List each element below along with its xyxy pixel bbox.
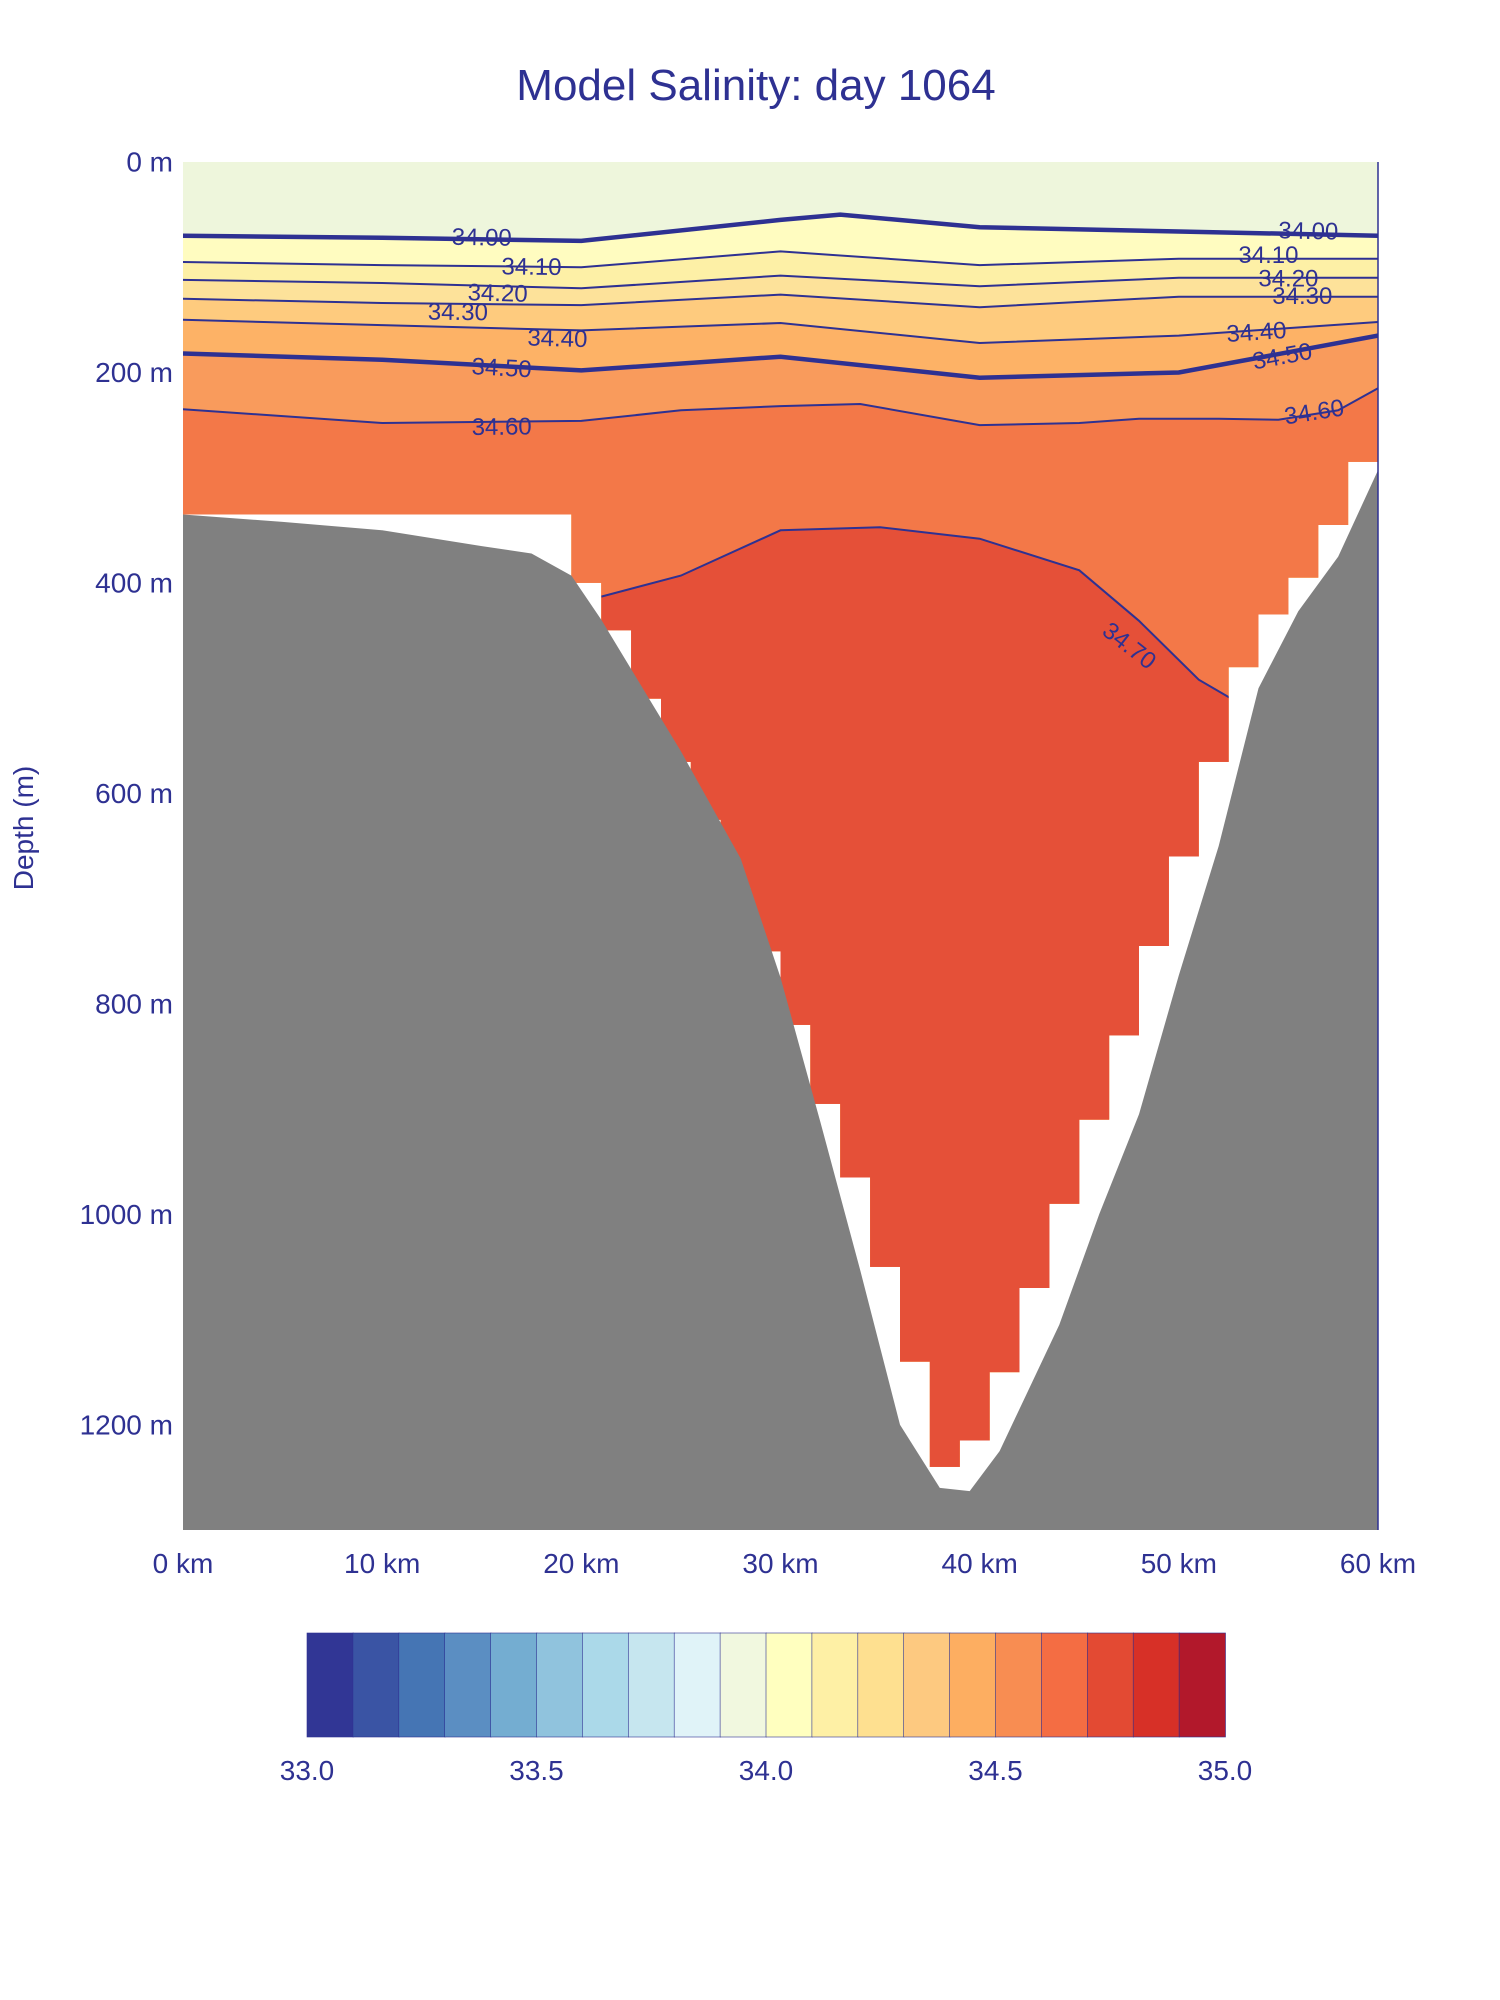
contour-line: [183, 274, 1378, 290]
chart-title: Model Salinity: day 1064: [516, 61, 995, 110]
x-tick-label: 30 km: [742, 1548, 818, 1579]
colorbar-swatch: [765, 1632, 813, 1738]
seabed: [183, 470, 1378, 1530]
y-tick-label: 1200 m: [80, 1409, 173, 1440]
colorbar-swatch: [352, 1632, 400, 1738]
colorbar-swatch: [627, 1632, 675, 1738]
colorbar-tick-label: 33.5: [509, 1755, 564, 1786]
contour-line: [183, 333, 1378, 380]
contour-line: [183, 318, 1378, 345]
contour-label: 34.10: [1238, 242, 1298, 269]
y-tick-label: 0 m: [126, 147, 173, 178]
colorbar-swatch: [1041, 1632, 1089, 1738]
colorbar-swatch: [949, 1632, 997, 1738]
contour-label: 34.10: [501, 253, 561, 281]
contour-label: 34.20: [467, 279, 528, 308]
contour-label: 34.50: [471, 353, 532, 383]
colorbar-swatch: [903, 1632, 951, 1738]
contour-label: 34.40: [1226, 317, 1288, 348]
x-tick-label: 0 km: [153, 1548, 214, 1579]
contour-line: [183, 387, 1378, 427]
contour-label: 34.00: [1278, 217, 1339, 245]
y-tick-label: 600 m: [95, 778, 173, 809]
colorbar-swatch: [1132, 1632, 1180, 1738]
colorbar-swatch: [673, 1632, 721, 1738]
contour-label: 34.30: [1272, 283, 1332, 310]
contour-label: 34.20: [1258, 265, 1318, 292]
x-axis-ticks: 0 km 10 km 20 km 30 km 40 km 50 km 60 km: [153, 1548, 1416, 1579]
colorbar-tick-label: 34.5: [968, 1755, 1023, 1786]
colorbar-swatch: [811, 1632, 859, 1738]
colorbar-swatch: [444, 1632, 492, 1738]
colorbar: 33.0 33.5 34.0 34.5 35.0: [280, 1632, 1253, 1786]
contour-label: 34.00: [452, 224, 512, 252]
y-tick-label: 400 m: [95, 567, 173, 598]
x-tick-label: 60 km: [1340, 1548, 1416, 1579]
colorbar-tick-label: 33.0: [280, 1755, 335, 1786]
colorbar-swatch: [1178, 1632, 1226, 1738]
colorbar-tick-label: 35.0: [1198, 1755, 1253, 1786]
colorbar-swatch: [398, 1632, 446, 1738]
x-tick-label: 50 km: [1141, 1548, 1217, 1579]
colorbar-swatch: [995, 1632, 1043, 1738]
contour-line: [183, 293, 1378, 309]
colorbar-tick-label: 34.0: [739, 1755, 794, 1786]
x-tick-label: 40 km: [942, 1548, 1018, 1579]
colorbar-swatch: [536, 1632, 584, 1738]
colorbar-swatch: [857, 1632, 905, 1738]
contour-line: [183, 250, 1378, 269]
contour-label: 34.30: [428, 299, 488, 327]
x-tick-label: 10 km: [344, 1548, 420, 1579]
colorbar-swatch: [306, 1632, 354, 1738]
colorbar-swatch: [582, 1632, 630, 1738]
y-axis-ticks: 0 m 200 m 400 m 600 m 800 m 1000 m 1200 m: [80, 147, 173, 1441]
y-tick-label: 800 m: [95, 988, 173, 1019]
colorbar-swatch: [1087, 1632, 1135, 1738]
colorbar-swatch: [719, 1632, 767, 1738]
y-tick-label: 200 m: [95, 357, 173, 388]
contour-line: [601, 526, 1240, 704]
contour-label: 34.40: [527, 325, 588, 354]
x-tick-label: 20 km: [543, 1548, 619, 1579]
colorbar-swatch: [490, 1632, 538, 1738]
contour-line: [183, 212, 1378, 244]
contour-label: 34.60: [471, 413, 531, 441]
y-axis-label: Depth (m): [8, 766, 39, 890]
y-tick-label: 1000 m: [80, 1199, 173, 1230]
